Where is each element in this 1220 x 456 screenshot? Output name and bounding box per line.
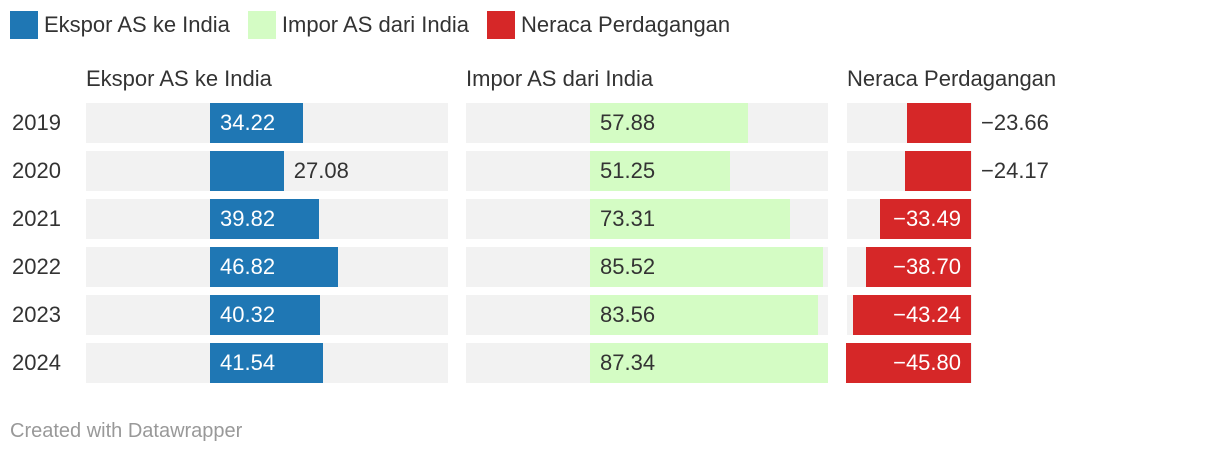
bar (879, 199, 971, 239)
bar (210, 343, 324, 383)
bar (905, 151, 971, 191)
bar (590, 295, 818, 335)
data-label: −43.24 (893, 302, 961, 327)
bar (590, 103, 748, 143)
data-label: 85.52 (600, 254, 656, 279)
data-label: 51.25 (600, 158, 656, 183)
data-label: 57.88 (600, 110, 656, 135)
data-label: 46.82 (220, 254, 276, 279)
bar (590, 247, 824, 287)
data-label: −45.80 (893, 350, 961, 375)
panel-title: Ekspor AS ke India (86, 66, 272, 91)
legend-label: Impor AS dari India (281, 12, 469, 37)
panel-title: Impor AS dari India (466, 66, 654, 91)
data-label: −24.17 (981, 158, 1049, 183)
bar (210, 199, 319, 239)
year-label: 2024 (12, 350, 61, 375)
bar (210, 295, 320, 335)
bar (210, 151, 284, 191)
bar (865, 247, 971, 287)
data-label: 87.34 (600, 350, 656, 375)
legend-label: Ekspor AS ke India (44, 12, 230, 37)
bar (590, 199, 790, 239)
bar (210, 247, 338, 287)
footer-credit: Created with Datawrapper (10, 420, 243, 442)
data-label: −38.70 (893, 254, 961, 279)
legend-swatch (247, 11, 276, 39)
bar (846, 343, 971, 383)
legend-swatch (487, 11, 515, 39)
data-label: −33.49 (893, 206, 961, 231)
bar (853, 295, 971, 335)
bar (590, 343, 828, 383)
data-label: 40.32 (220, 302, 276, 327)
legend: Ekspor AS ke India Impor AS dari India Ner… (10, 8, 748, 42)
legend-label: Neraca Perdagangan (521, 12, 731, 37)
legend-swatch (10, 11, 38, 39)
data-label: 41.54 (220, 350, 276, 375)
data-label: 27.08 (293, 158, 349, 183)
year-label: 2020 (12, 158, 61, 183)
data-label: −23.66 (981, 110, 1049, 135)
data-label: 39.82 (220, 206, 276, 231)
legend-item: Ekspor AS ke India (10, 11, 230, 39)
panel-title: Neraca Perdagangan (847, 66, 1057, 91)
bar (590, 151, 730, 191)
legend-item: Neraca Perdagangan (487, 11, 730, 39)
data-label: 83.56 (600, 302, 656, 327)
year-label: 2021 (12, 206, 61, 231)
bar (906, 103, 971, 143)
year-label: 2019 (12, 110, 61, 135)
bar (210, 103, 304, 143)
legend-item: Impor AS dari India (247, 11, 469, 39)
year-label: 2023 (12, 302, 61, 327)
data-label: 34.22 (220, 110, 276, 135)
year-label: 2022 (12, 254, 61, 279)
data-label: 73.31 (600, 206, 656, 231)
